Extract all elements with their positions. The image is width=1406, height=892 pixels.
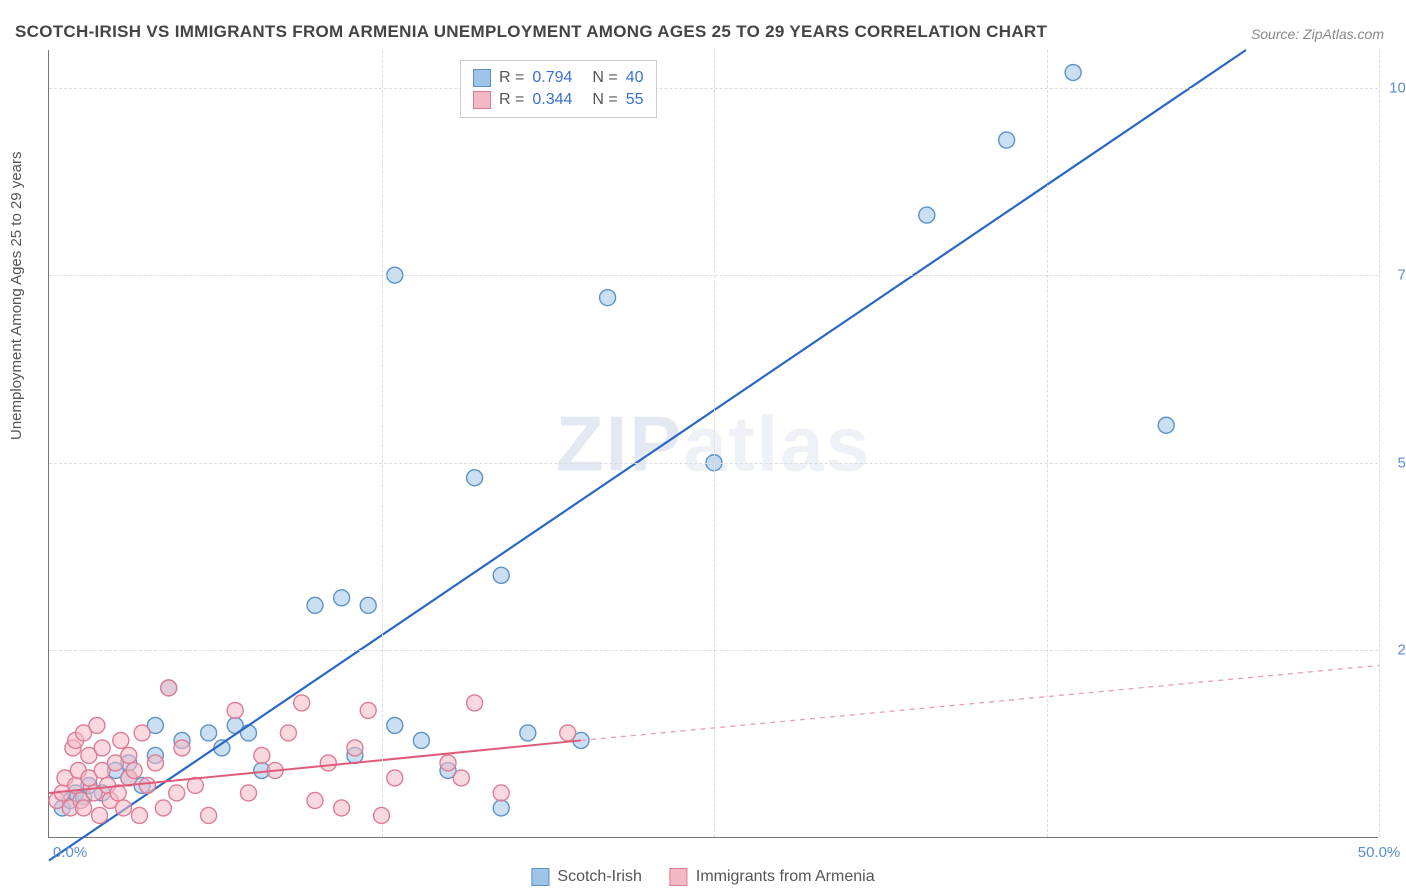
legend-item-armenia: Immigrants from Armenia — [670, 868, 875, 886]
legend-stats-box: R = 0.794 N = 40 R = 0.344 N = 55 — [460, 60, 657, 118]
n-value-scotch-irish: 40 — [626, 69, 644, 87]
r-value-scotch-irish: 0.794 — [532, 69, 572, 87]
r-value-armenia: 0.344 — [532, 91, 572, 109]
n-value-armenia: 55 — [626, 91, 644, 109]
plot-area: ZIPatlas 25.0%50.0%75.0%100.0%0.0%50.0% — [48, 50, 1378, 838]
legend-stats-row-armenia: R = 0.344 N = 55 — [473, 89, 644, 111]
source-attribution: Source: ZipAtlas.com — [1251, 26, 1384, 42]
y-axis-label: Unemployment Among Ages 25 to 29 years — [8, 151, 25, 440]
legend-label-scotch-irish: Scotch-Irish — [557, 868, 641, 886]
legend-series: Scotch-Irish Immigrants from Armenia — [531, 868, 874, 886]
legend-stats-row-scotch-irish: R = 0.794 N = 40 — [473, 67, 644, 89]
legend-swatch-armenia — [473, 91, 491, 109]
legend-label-armenia: Immigrants from Armenia — [696, 868, 875, 886]
legend-swatch-scotch-irish — [473, 69, 491, 87]
legend-swatch-scotch-irish — [531, 868, 549, 886]
legend-item-scotch-irish: Scotch-Irish — [531, 868, 641, 886]
n-label: N = — [592, 91, 617, 109]
chart-title: SCOTCH-IRISH VS IMMIGRANTS FROM ARMENIA … — [15, 22, 1047, 42]
r-label: R = — [499, 69, 524, 87]
n-label: N = — [592, 69, 617, 87]
r-label: R = — [499, 91, 524, 109]
legend-swatch-armenia — [670, 868, 688, 886]
